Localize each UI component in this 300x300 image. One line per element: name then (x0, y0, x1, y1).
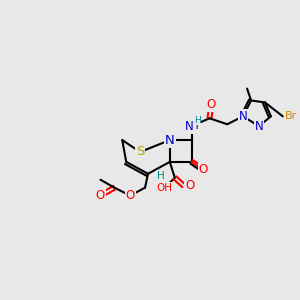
Text: O: O (185, 179, 194, 192)
Text: H: H (157, 171, 165, 181)
Text: O: O (199, 163, 208, 176)
Text: O: O (207, 98, 216, 111)
Text: OH: OH (157, 183, 173, 193)
Text: NH: NH (183, 121, 200, 131)
Text: N: N (255, 120, 263, 133)
Text: N: N (165, 134, 175, 147)
Text: O: O (126, 189, 135, 202)
Text: O: O (96, 189, 105, 202)
Text: H: H (194, 116, 201, 125)
Text: N: N (185, 120, 194, 133)
Text: S: S (136, 146, 144, 158)
Text: Br: Br (285, 111, 297, 121)
Text: N: N (239, 110, 248, 123)
